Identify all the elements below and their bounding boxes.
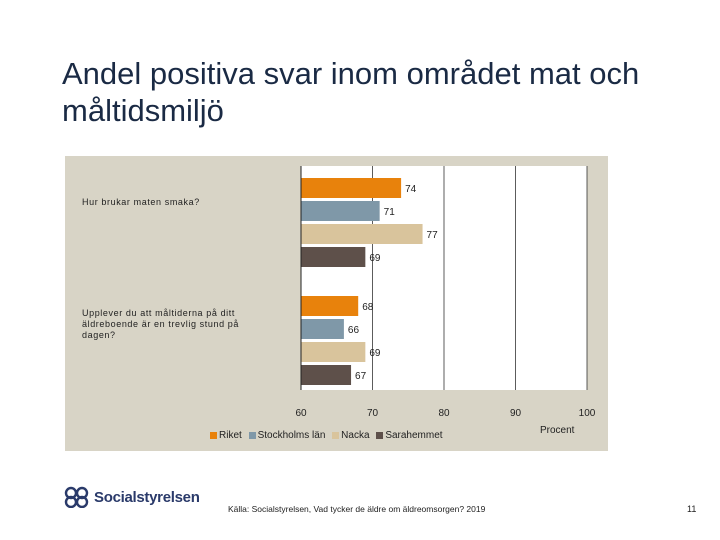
bar-sarahemmet-q2	[301, 365, 352, 385]
data-label: 68	[362, 302, 374, 313]
data-label: 71	[384, 207, 396, 218]
data-label: 67	[355, 371, 367, 382]
category-label-taste: Hur brukar maten smaka?	[82, 197, 200, 207]
logo-emblem-icon	[64, 486, 89, 508]
legend-label: Sarahemmet	[385, 430, 443, 441]
legend-label: Stockholms län	[257, 430, 326, 441]
bar-riket-q1	[301, 178, 402, 198]
x-tick-label-100: 100	[579, 408, 596, 419]
legend-item-stockholm: Stockholms län	[248, 430, 326, 441]
data-label: 77	[427, 230, 439, 241]
data-label: 69	[369, 348, 381, 359]
socialstyrelsen-logo: Socialstyrelsen	[64, 486, 200, 508]
bar-sarahemmet-q1	[301, 247, 366, 267]
category-label-meal-enjoyment: Upplever du att måltiderna på ditt äldre…	[82, 308, 239, 340]
page-number: 11	[687, 504, 697, 514]
legend-swatch	[248, 431, 256, 439]
bar-nacka-q2	[301, 342, 366, 362]
bar-stockholms-län-q1	[301, 201, 380, 221]
x-tick-label-80: 80	[438, 408, 450, 419]
chart-legend: Riket Stockholms län Nacka Sarahemmet	[210, 430, 447, 441]
x-tick-label-60: 60	[295, 408, 307, 419]
bar-riket-q2	[301, 296, 359, 316]
legend-item-sarahemmet: Sarahemmet	[376, 430, 443, 441]
x-tick-label-90: 90	[510, 408, 522, 419]
legend-swatch	[332, 431, 340, 439]
bar-nacka-q1	[301, 224, 423, 244]
legend-label: Nacka	[341, 430, 370, 441]
data-label: 66	[348, 325, 360, 336]
legend-item-nacka: Nacka	[332, 430, 370, 441]
source-note: Källa: Socialstyrelsen, Vad tycker de äl…	[228, 504, 486, 514]
bar-stockholms-län-q2	[301, 319, 344, 339]
slide-title: Andel positiva svar inom området mat och…	[62, 56, 640, 128]
data-label: 69	[369, 253, 381, 264]
x-tick-label-70: 70	[367, 408, 379, 419]
logo-text: Socialstyrelsen	[94, 488, 200, 506]
legend-swatch	[376, 431, 384, 439]
legend-item-riket: Riket	[210, 430, 242, 441]
legend-label: Riket	[219, 430, 242, 441]
legend-swatch	[210, 431, 217, 439]
x-axis-label: Procent	[540, 425, 575, 436]
data-label: 74	[405, 184, 417, 195]
